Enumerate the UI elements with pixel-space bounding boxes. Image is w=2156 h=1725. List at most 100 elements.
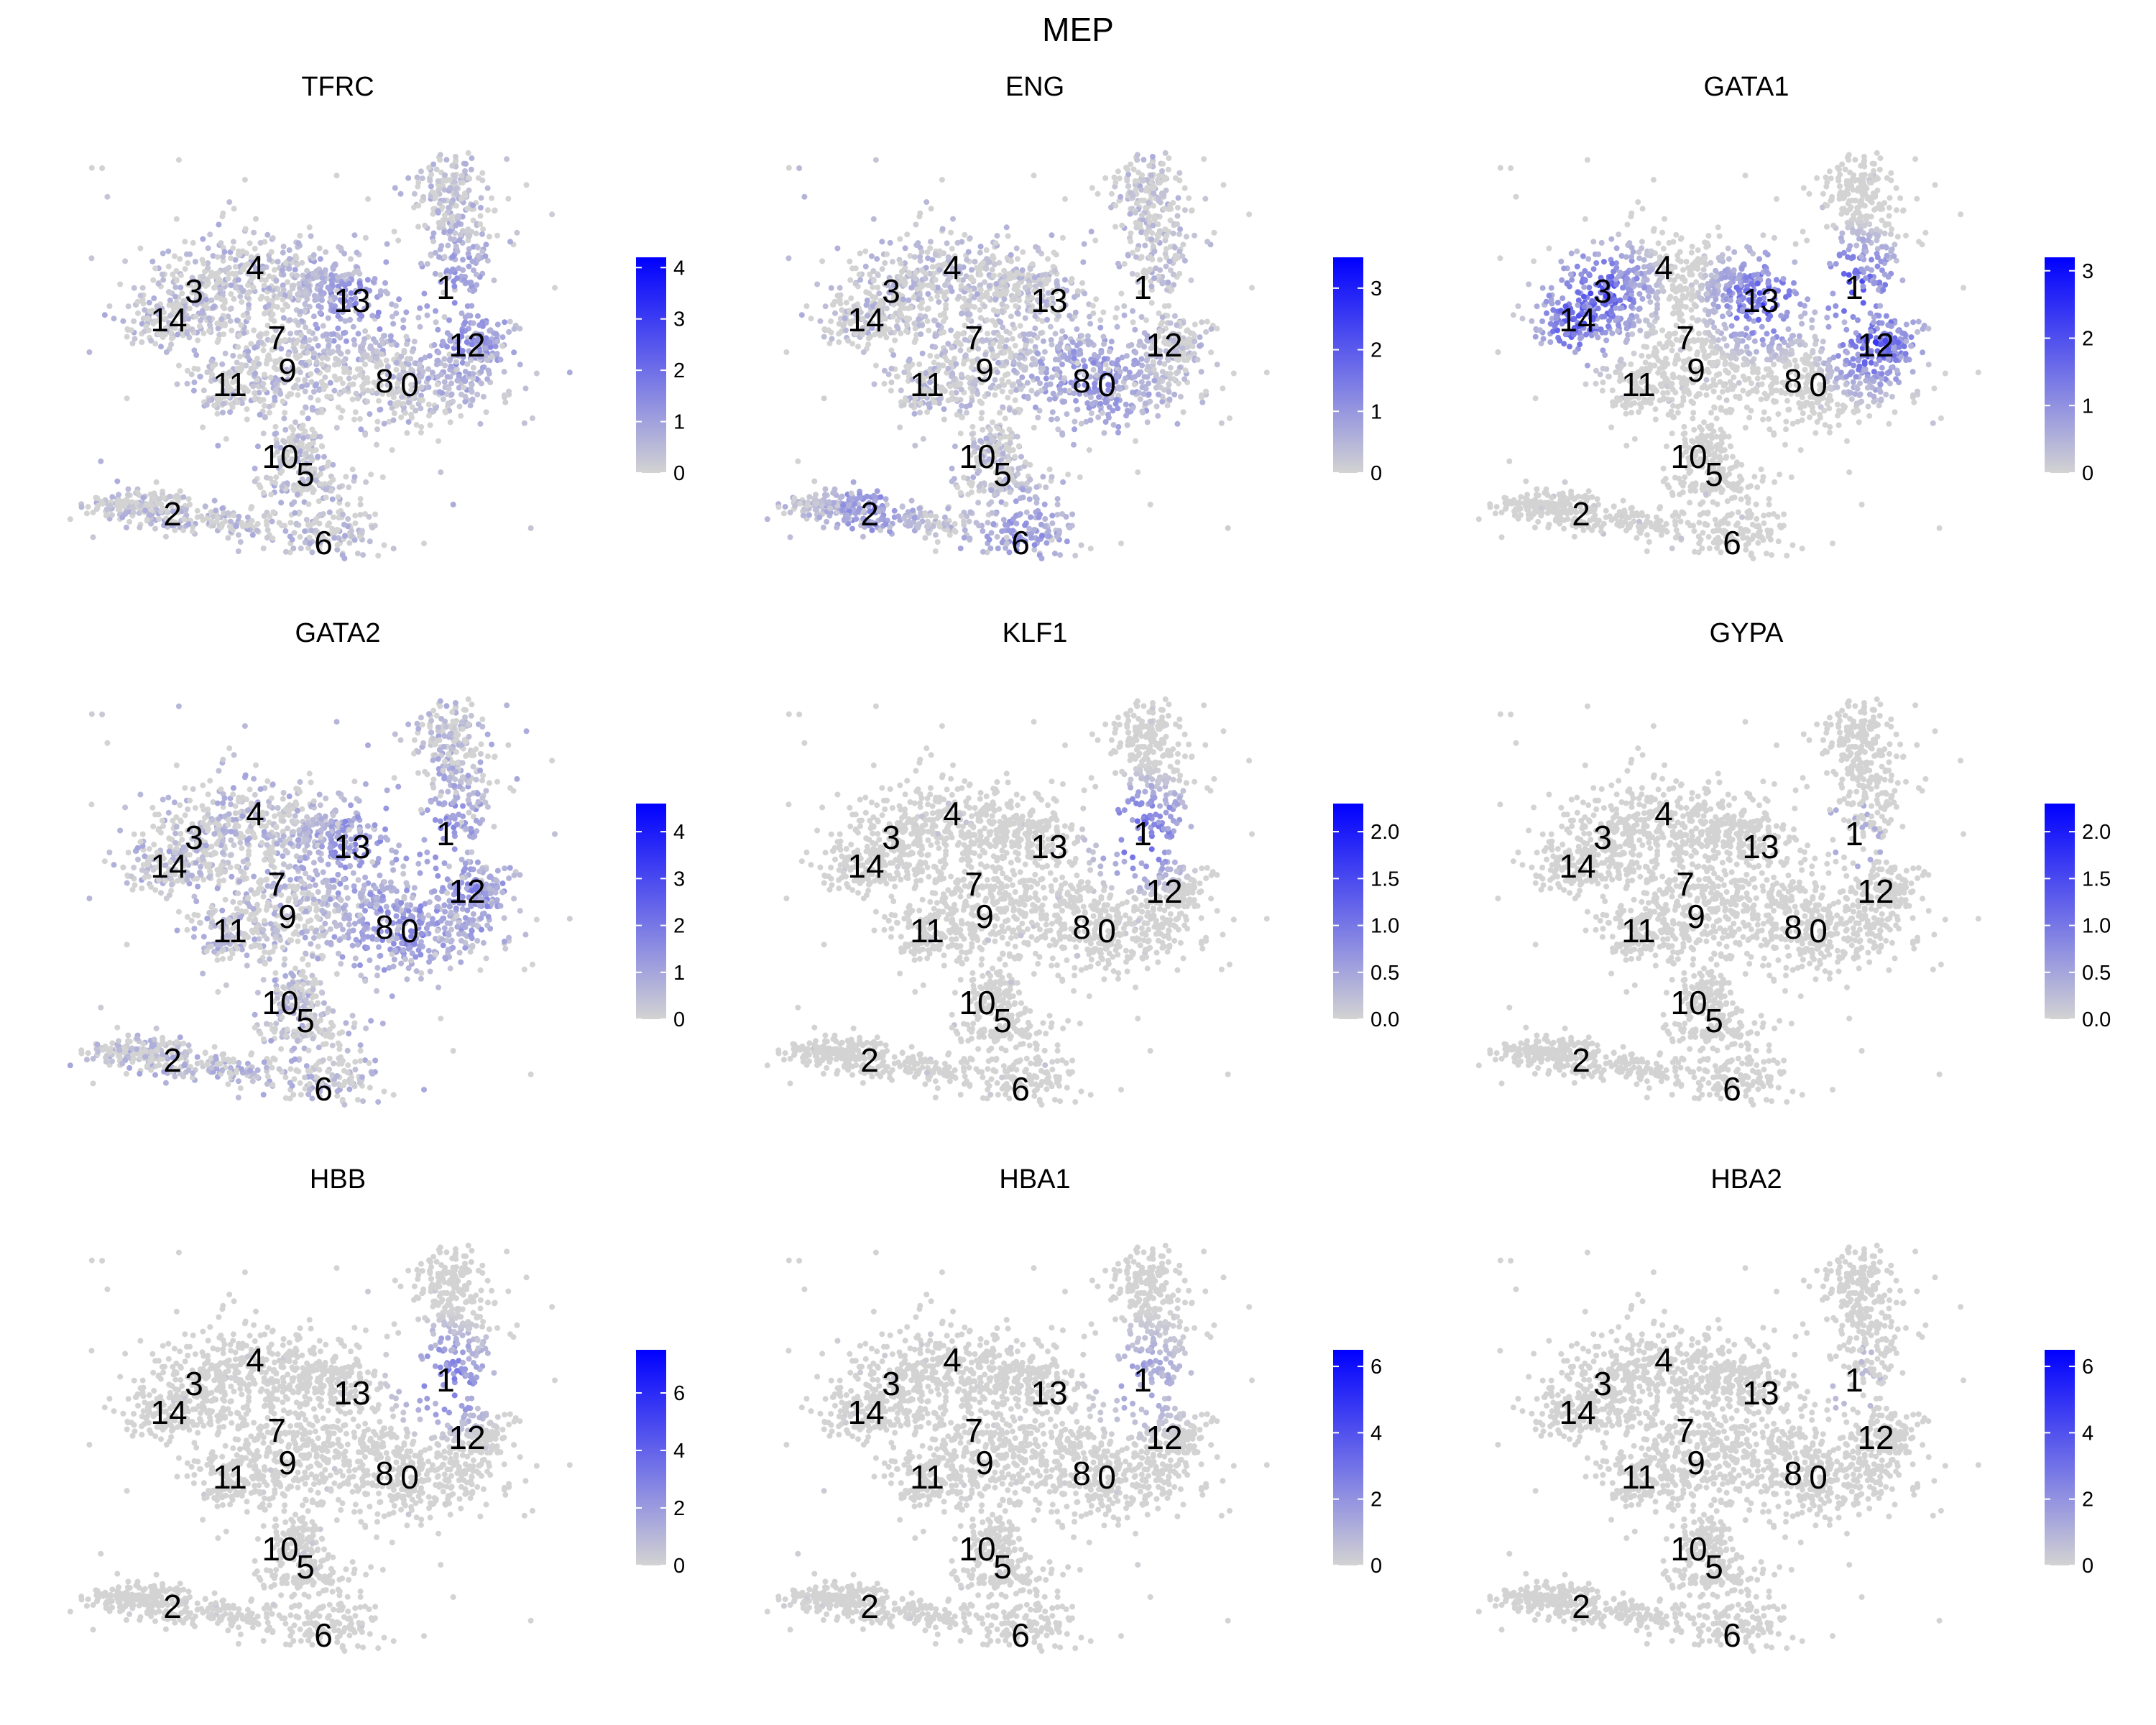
data-point [911, 410, 918, 417]
data-point [454, 213, 461, 219]
data-point [1034, 297, 1041, 303]
data-point [872, 504, 878, 510]
data-point [552, 285, 558, 291]
data-point [1043, 280, 1049, 287]
data-point [912, 443, 918, 448]
data-point [167, 313, 173, 319]
data-point [228, 255, 234, 262]
data-point [431, 341, 438, 348]
data-point [156, 516, 162, 522]
data-point [1175, 380, 1181, 387]
data-point [1164, 233, 1170, 239]
data-point [418, 384, 425, 390]
data-point [306, 224, 313, 231]
data-point [426, 413, 432, 419]
data-point [123, 524, 129, 530]
data-point [983, 290, 990, 296]
data-point [239, 362, 245, 368]
data-point [254, 269, 261, 275]
data-point [918, 510, 924, 516]
data-point [323, 494, 329, 501]
data-point [180, 298, 187, 304]
data-point [1208, 349, 1215, 356]
data-point [980, 260, 986, 266]
data-point [1110, 422, 1117, 428]
data-point [172, 293, 178, 300]
data-point [1156, 273, 1161, 280]
data-point [148, 338, 155, 344]
data-point [140, 494, 147, 501]
data-point [1095, 361, 1102, 367]
data-point [477, 354, 484, 360]
data-point [1148, 172, 1154, 178]
data-point [292, 353, 299, 359]
data-point [168, 335, 175, 341]
data-point [263, 518, 270, 525]
data-point [1072, 418, 1078, 425]
data-point [273, 387, 279, 393]
data-point [303, 362, 309, 368]
data-point [416, 397, 423, 403]
data-point [1157, 354, 1164, 361]
data-point [215, 395, 221, 401]
data-point [1054, 372, 1060, 378]
data-point [317, 539, 323, 546]
data-point [351, 374, 358, 381]
data-point [195, 293, 201, 300]
data-point [239, 400, 245, 407]
data-point [280, 438, 287, 444]
data-point [929, 264, 936, 270]
data-point [163, 515, 170, 522]
data-point [949, 390, 955, 396]
data-point [336, 484, 343, 490]
data-point [1130, 319, 1136, 326]
data-point [436, 349, 442, 356]
data-point [254, 254, 260, 261]
data-point [208, 509, 214, 515]
data-point [1112, 203, 1119, 209]
data-point [998, 499, 1005, 505]
data-point [906, 297, 912, 303]
data-point [806, 512, 812, 518]
data-point [1174, 348, 1179, 354]
data-point [235, 277, 241, 283]
data-point [343, 338, 349, 344]
data-point [109, 494, 116, 500]
data-point [782, 504, 788, 510]
data-point [1002, 415, 1008, 422]
data-point [418, 405, 424, 412]
data-point [393, 367, 400, 373]
data-point [270, 334, 277, 341]
data-point [326, 509, 333, 515]
data-point [307, 337, 313, 344]
data-point [1033, 391, 1040, 397]
data-point [289, 456, 295, 462]
data-point [364, 387, 371, 394]
data-point [848, 495, 854, 502]
data-point [227, 523, 234, 530]
data-point [852, 331, 859, 337]
data-point [1106, 404, 1112, 410]
data-point [1007, 270, 1013, 277]
data-point [474, 282, 480, 288]
data-point [1153, 385, 1159, 391]
data-point [286, 337, 292, 344]
data-point [464, 339, 470, 346]
data-point [1142, 242, 1148, 249]
data-point [167, 493, 173, 500]
data-point [293, 445, 300, 451]
data-point [870, 293, 875, 300]
data-point [472, 348, 479, 354]
data-point [175, 504, 181, 510]
data-point [287, 549, 293, 556]
data-point [346, 369, 352, 376]
data-point [235, 344, 241, 350]
data-point [308, 371, 314, 377]
data-point [831, 500, 837, 506]
data-point [396, 296, 402, 303]
data-point [504, 156, 510, 162]
data-point [470, 375, 476, 382]
data-point [292, 368, 298, 374]
data-point [306, 303, 313, 310]
data-point [1119, 222, 1125, 229]
